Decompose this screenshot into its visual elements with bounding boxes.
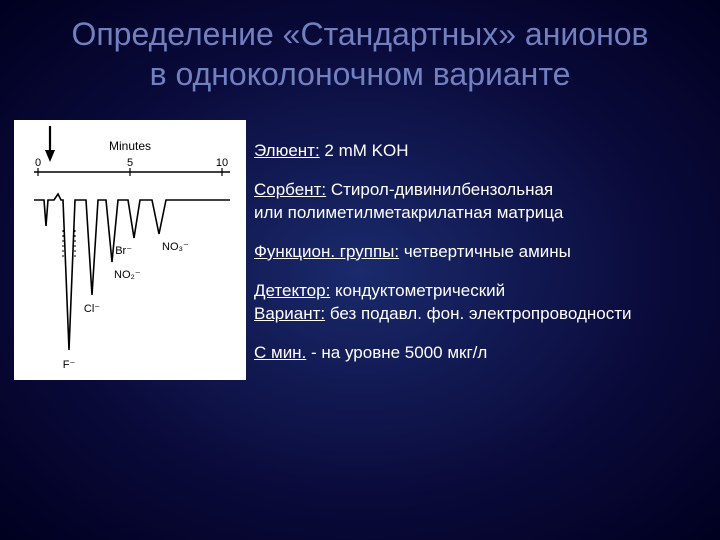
peak-label-cl: Cl⁻	[84, 303, 100, 315]
detector-label: Детектор:	[254, 281, 330, 300]
info-text-block: Элюент: 2 mM KOH Сорбент: Стирол-дивинил…	[254, 140, 714, 381]
sorbent-value-2: или полиметилметакрилатная матрица	[254, 203, 563, 222]
func-value: четвертичные амины	[399, 242, 571, 261]
tick-10: 10	[216, 157, 228, 169]
peak-label-no2: NO₂⁻	[114, 269, 141, 281]
injection-arrow-icon	[45, 126, 55, 162]
peak-label-f: F⁻	[63, 359, 76, 371]
func-label: Функцион. группы:	[254, 242, 399, 261]
variant-label: Вариант:	[254, 304, 325, 323]
title-line-1: Определение «Стандартных» анионов	[71, 16, 648, 52]
chromatogram-panel: Minutes 0 5 10 F⁻ Cl⁻ NO₂⁻ Br⁻ NO₃⁻	[14, 120, 246, 380]
func-line: Функцион. группы: четвертичные амины	[254, 241, 714, 264]
x-axis-label: Minutes	[109, 139, 151, 153]
sorbent-value-1: Стирол-дивинилбензольная	[326, 180, 553, 199]
x-ticks: 0 5 10	[35, 157, 228, 176]
title-line-2: в одноколоночном варианте	[150, 56, 571, 92]
tick-5: 5	[127, 157, 133, 169]
variant-value: без подавл. фон. электропроводности	[325, 304, 631, 323]
sorbent-label: Сорбент:	[254, 180, 326, 199]
eluent-line: Элюент: 2 mM KOH	[254, 140, 714, 163]
peak-label-no3: NO₃⁻	[162, 241, 189, 253]
peak-label-br: Br⁻	[115, 245, 132, 257]
cmin-value: - на уровне 5000 мкг/л	[306, 343, 487, 362]
cmin-label: С мин.	[254, 343, 306, 362]
chromatogram-svg: Minutes 0 5 10 F⁻ Cl⁻ NO₂⁻ Br⁻ NO₃⁻	[14, 120, 246, 380]
eluent-value: 2 mM KOH	[320, 141, 409, 160]
cmin-line: С мин. - на уровне 5000 мкг/л	[254, 342, 714, 365]
sorbent-block: Сорбент: Стирол-дивинилбензольная или по…	[254, 179, 714, 225]
detector-block: Детектор: кондуктометрический Вариант: б…	[254, 280, 714, 326]
slide-title: Определение «Стандартных» анионов в одно…	[0, 0, 720, 94]
tick-0: 0	[35, 157, 41, 169]
detector-value: кондуктометрический	[330, 281, 505, 300]
eluent-label: Элюент:	[254, 141, 320, 160]
